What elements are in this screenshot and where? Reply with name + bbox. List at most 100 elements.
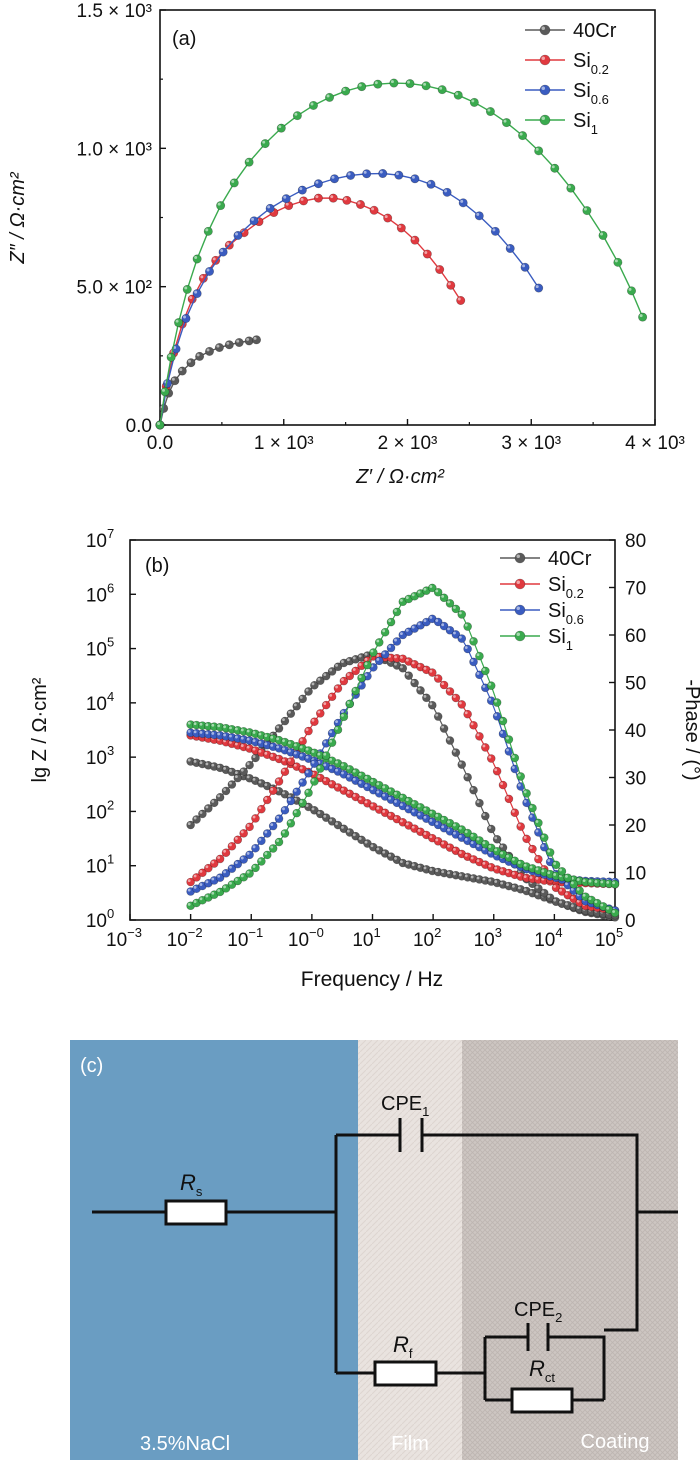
bode-phase-point — [327, 667, 337, 676]
bode-phase-point — [251, 843, 260, 853]
bode-phase-point — [504, 747, 514, 756]
nyquist-data-point — [405, 79, 415, 89]
bode-phase-point — [186, 877, 195, 887]
bode-y2-tick-label: 50 — [625, 674, 646, 695]
nyquist-x-tick-label: 1 × 10³ — [254, 433, 314, 454]
bode-x-tick-label: 105 — [595, 925, 623, 951]
bode-phase-point — [310, 680, 319, 690]
nyquist-data-point — [518, 131, 528, 141]
nyquist-legend-marker — [539, 54, 551, 66]
nyquist-data-point — [485, 107, 495, 117]
nyquist-series-line-Si1 — [159, 82, 644, 426]
bode-phase-point — [257, 857, 266, 866]
nyquist-data-point — [181, 313, 191, 323]
nyquist-plot-frame — [159, 9, 656, 426]
bode-y2-tick-label: 0 — [625, 911, 636, 932]
bode-phase-point — [598, 902, 608, 911]
bode-phase-point — [539, 833, 549, 842]
bode-phase-point — [286, 818, 296, 828]
bode-phase-point — [292, 701, 302, 711]
bode-x-tick-label: 101 — [352, 925, 380, 951]
bode-phase-point — [451, 693, 461, 703]
nyquist-data-point — [195, 351, 205, 361]
bode-phase-point — [239, 767, 248, 776]
bode-phase-point — [280, 767, 290, 776]
nyquist-data-point — [501, 118, 511, 128]
bode-impedance-point — [321, 813, 331, 822]
bode-phase-point — [345, 671, 355, 681]
bode-impedance-point — [363, 782, 372, 792]
bode-y-tick-label: 101 — [86, 852, 114, 878]
bode-phase-point — [215, 887, 225, 897]
film-region — [358, 1040, 462, 1460]
bode-phase-point — [374, 638, 384, 647]
nyquist-data-point — [437, 85, 447, 95]
bode-impedance-point — [357, 795, 366, 805]
bode-impedance-point — [510, 856, 520, 866]
bode-phase-point — [463, 709, 472, 719]
bode-x-tick-label: 10−0 — [288, 925, 324, 951]
bode-y-tick-label: 104 — [86, 689, 114, 715]
nyquist-data-point — [244, 157, 254, 167]
bode-phase-point — [410, 678, 419, 688]
bode-phase-point — [239, 872, 248, 882]
nyquist-data-point — [426, 179, 436, 189]
bode-impedance-point — [380, 784, 390, 793]
bode-impedance-point — [310, 805, 319, 815]
bode-phase-point — [433, 587, 443, 597]
bode-impedance-point — [204, 721, 213, 731]
bode-phase-point — [457, 610, 467, 619]
bode-phase-point — [457, 700, 467, 709]
bode-impedance-point — [433, 812, 443, 822]
bode-phase-point — [262, 829, 272, 838]
bode-panel-label: (b) — [145, 555, 169, 577]
bode-phase-point — [298, 736, 307, 746]
bode-phase-point — [257, 804, 266, 814]
bode-impedance-point — [433, 836, 443, 846]
bode-impedance-point — [221, 732, 231, 741]
bode-phase-point — [451, 748, 461, 757]
bode-phase-point — [221, 848, 231, 858]
bode-impedance-point — [357, 779, 366, 789]
nyquist-data-point — [378, 169, 388, 179]
bode-y2-tick-label: 70 — [625, 579, 646, 600]
nyquist-data-point — [160, 387, 170, 397]
bode-impedance-point — [315, 773, 325, 783]
bode-phase-point — [209, 859, 219, 868]
bode-phase-point — [192, 815, 201, 824]
bode-phase-point — [245, 850, 254, 860]
bode-impedance-point — [345, 773, 355, 782]
bode-phase-point — [416, 686, 425, 695]
nyquist-data-point — [613, 257, 623, 267]
bode-legend-label: 40Cr — [548, 548, 592, 570]
bode-phase-point — [321, 671, 331, 681]
bode-phase-point — [192, 873, 201, 882]
bode-phase-point — [333, 725, 343, 735]
bode-phase-point — [492, 698, 502, 707]
bode-phase-point — [227, 864, 237, 873]
rs-label: Rs — [180, 1170, 203, 1199]
bode-phase-point — [522, 789, 531, 798]
bode-impedance-point — [227, 733, 237, 742]
bode-impedance-point — [186, 728, 195, 738]
bode-impedance-point — [192, 728, 201, 738]
nyquist-legend-marker — [539, 114, 551, 126]
bode-phase-point — [510, 808, 520, 818]
bode-phase-point — [251, 814, 260, 823]
bode-phase-point — [268, 821, 278, 831]
bode-phase-point — [386, 617, 396, 627]
bode-phase-point — [339, 676, 349, 686]
bode-x-tick-label: 10−2 — [167, 925, 203, 951]
bode-impedance-point — [416, 811, 425, 820]
bode-phase-point — [268, 786, 278, 795]
bode-x-tick-label: 103 — [474, 925, 502, 951]
bode-impedance-point — [345, 828, 355, 837]
nyquist-data-point — [313, 179, 323, 189]
bode-phase-point — [569, 879, 579, 889]
bode-impedance-point — [439, 868, 449, 878]
bode-phase-point — [339, 712, 349, 722]
bode-phase-point — [315, 676, 325, 685]
electrolyte-region — [70, 1040, 358, 1460]
bode-phase-point — [481, 811, 490, 821]
bode-phase-point — [398, 663, 408, 673]
